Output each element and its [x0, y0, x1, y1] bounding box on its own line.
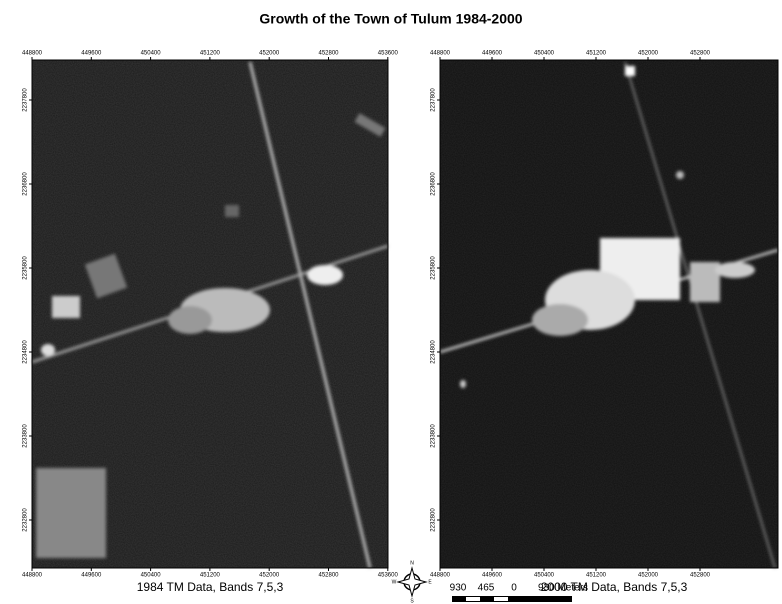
left-tick-label: 2233800: [23, 424, 29, 448]
left-tick-label: 2236800: [431, 172, 437, 196]
bottom-tick-label: 452800: [690, 573, 711, 579]
bottom-tick-label: 450400: [534, 573, 555, 579]
left-tick-label: 2233800: [431, 424, 437, 448]
top-tick-label: 452000: [259, 51, 280, 57]
top-tick-label: 453600: [378, 51, 399, 57]
scale-bar: [452, 596, 572, 602]
north-arrow: N S E W: [392, 560, 433, 604]
top-tick-label: 452800: [690, 51, 711, 57]
top-tick-label: 449600: [81, 51, 102, 57]
top-tick-label: 450400: [141, 51, 162, 57]
top-tick-label: 448800: [430, 51, 451, 57]
left-tick-label: 2236800: [23, 172, 29, 196]
left-tick-label: 2235800: [431, 256, 437, 280]
bottom-tick-label: 452000: [259, 573, 280, 579]
bottom-tick-label: 448800: [430, 573, 451, 579]
scale-label: 465: [478, 583, 495, 594]
bottom-tick-label: 450400: [141, 573, 162, 579]
bottom-tick-label: 451200: [586, 573, 607, 579]
left-tick-label: 2237800: [431, 88, 437, 112]
title: Growth of the Town of Tulum 1984-2000: [259, 11, 522, 27]
figure: Growth of the Town of Tulum 1984-2000: [0, 0, 782, 604]
left-tick-label: 2232800: [431, 508, 437, 532]
scale-label: 930 Meters: [538, 583, 588, 594]
top-tick-label: 448800: [22, 51, 43, 57]
bottom-tick-label: 453600: [378, 573, 399, 579]
bottom-tick-label: 449600: [482, 573, 503, 579]
satellite-image-2000: [440, 60, 778, 568]
top-tick-label: 452000: [638, 51, 659, 57]
top-tick-label: 452800: [318, 51, 339, 57]
compass-n: N: [410, 560, 414, 566]
left-tick-label: 2237800: [23, 88, 29, 112]
panel-caption: 1984 TM Data, Bands 7,5,3: [137, 580, 284, 594]
bottom-tick-label: 452000: [638, 573, 659, 579]
left-tick-label: 2232800: [23, 508, 29, 532]
top-tick-label: 449600: [482, 51, 503, 57]
bottom-tick-label: 452800: [318, 573, 339, 579]
bottom-tick-label: 448800: [22, 573, 43, 579]
compass-s: S: [410, 598, 414, 604]
satellite-image-1984: [32, 60, 388, 568]
top-tick-label: 451200: [586, 51, 607, 57]
compass-e: E: [428, 579, 432, 585]
left-tick-label: 2234800: [431, 340, 437, 364]
compass-w: W: [392, 579, 397, 585]
top-tick-label: 450400: [534, 51, 555, 57]
top-tick-label: 451200: [200, 51, 221, 57]
left-tick-label: 2234800: [23, 340, 29, 364]
scale-label: 930: [450, 583, 467, 594]
bottom-tick-label: 449600: [81, 573, 102, 579]
scale-label: 0: [511, 583, 517, 594]
left-tick-label: 2235800: [23, 256, 29, 280]
bottom-tick-label: 451200: [200, 573, 221, 579]
